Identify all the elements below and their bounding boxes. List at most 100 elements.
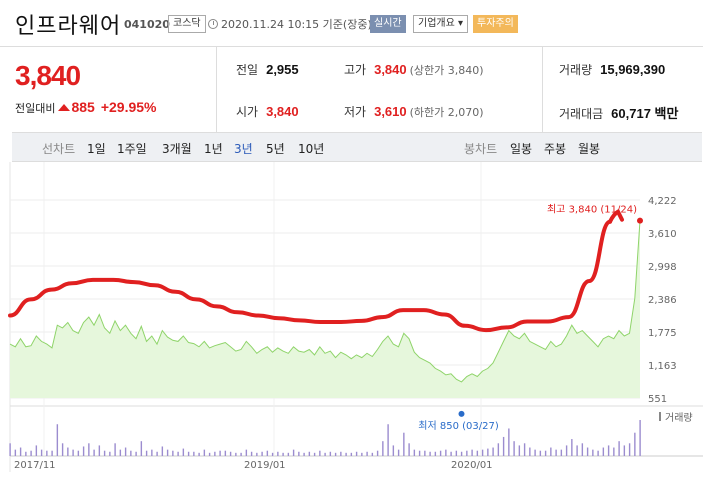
volume-bar — [639, 420, 641, 456]
volume-bar — [109, 451, 111, 456]
volume-bar — [72, 449, 74, 456]
tab-10y[interactable]: 10년 — [298, 142, 325, 156]
tab-monthly[interactable]: 월봉 — [578, 142, 601, 156]
volume-bar — [250, 451, 253, 456]
investment-warning-badge: 투자주의 — [473, 15, 518, 33]
y-tick-label: 4,222 — [648, 196, 677, 207]
y-tick-label: 2,998 — [648, 262, 677, 273]
volume-bar — [67, 447, 69, 456]
volume-bar — [445, 449, 447, 456]
volume-bar — [534, 449, 536, 456]
current-price: 3,840 — [15, 60, 81, 91]
chart-svg: 4,222 3,610 2,998 2,386 1,775 1,163 551 2017/11… — [8, 162, 703, 472]
low-label: 저가 — [344, 105, 367, 119]
tab-1d[interactable]: 1일 — [87, 142, 106, 156]
y-tick-label: 2,386 — [648, 295, 677, 306]
price-line — [9, 220, 641, 383]
volume-bar — [319, 450, 321, 456]
volume-bar — [502, 436, 505, 456]
timestamp: 2020.11.24 10:15 기준(장중) — [208, 16, 372, 32]
tab-daily[interactable]: 일봉 — [510, 142, 533, 156]
volume-bar — [140, 441, 143, 456]
x-tick-label: 2020/01 — [451, 460, 493, 471]
change-label: 전일대비 — [15, 102, 56, 115]
company-overview-button[interactable]: 기업개요 ▾ — [413, 15, 468, 33]
volume-bar — [492, 447, 494, 456]
volume-bar — [592, 449, 594, 456]
tab-5y[interactable]: 5년 — [266, 142, 285, 156]
volume-bar — [424, 450, 426, 456]
volume-bar — [387, 424, 389, 456]
tab-3m[interactable]: 3개월 — [162, 142, 192, 156]
volume-bar — [271, 452, 274, 456]
volume-bar — [187, 451, 190, 456]
trade-amount-value: 60,717 백만 — [611, 106, 679, 121]
trend-annotation-line — [8, 219, 612, 333]
tab-1y[interactable]: 1년 — [204, 142, 223, 156]
volume-bar — [135, 451, 137, 456]
volume-bar — [193, 451, 195, 456]
high-value: 3,840 — [374, 62, 407, 77]
price-box: 3,840 전일대비 885 +29.95% — [0, 47, 217, 133]
quote-panel: 3,840 전일대비 885 +29.95% 전일 2,955 고가 3,840 (상한가… — [0, 46, 703, 133]
change-line: 전일대비 885 +29.95% — [15, 99, 157, 116]
line-chart-label: 선차트 — [42, 142, 76, 156]
volume-bar — [345, 452, 347, 456]
volume-bar — [14, 449, 17, 456]
realtime-button[interactable]: 실시간 — [370, 15, 406, 33]
tab-weekly[interactable]: 주봉 — [544, 142, 567, 156]
stock-header: 인프라웨어 041020 코스닥 2020.11.24 10:15 기준(장중)… — [0, 0, 703, 46]
volume-bar — [544, 450, 547, 456]
volume-bar — [298, 451, 300, 456]
volume-bar — [224, 450, 227, 456]
volume-bar — [513, 441, 515, 456]
x-tick-label: 2017/11 — [14, 460, 56, 471]
volume-bar — [77, 450, 80, 456]
volume-bar — [287, 452, 290, 456]
volume-bar — [628, 443, 631, 456]
y-tick-label: 1,775 — [648, 328, 677, 339]
volume-bar — [35, 445, 38, 456]
volume-bar — [56, 424, 59, 456]
volume-bar — [555, 449, 557, 456]
volume-bar — [560, 449, 563, 456]
volume-bar — [40, 449, 43, 456]
volume-bar — [623, 445, 626, 456]
volume-bar — [371, 452, 374, 456]
lower-limit: (하한가 2,070) — [409, 106, 484, 119]
volume-bar — [182, 448, 185, 456]
volume-bar — [266, 450, 269, 456]
volume-bar — [539, 450, 542, 456]
volume-bar — [413, 449, 416, 456]
volume-bar — [466, 450, 468, 456]
y-tick-label: 3,610 — [648, 229, 677, 240]
tab-3y[interactable]: 3년 — [234, 142, 253, 156]
volume-bar — [124, 447, 127, 456]
divider — [542, 47, 543, 133]
prev-close-value: 2,955 — [266, 62, 299, 77]
volume-bar — [145, 450, 148, 456]
volume-bar — [214, 451, 216, 456]
volume-bar — [103, 450, 106, 456]
volume-bar — [303, 452, 305, 456]
volume-bar — [172, 450, 174, 456]
tab-1w[interactable]: 1주일 — [117, 142, 147, 156]
volume-bar — [523, 443, 526, 456]
volume-bar — [166, 449, 169, 456]
low-cell: 저가 3,610 (하한가 2,070) — [344, 103, 484, 120]
volume-bar — [497, 443, 500, 456]
volume-bar — [329, 451, 332, 456]
volume-bar — [439, 450, 442, 456]
volume-bar — [529, 447, 531, 456]
volume-bar — [634, 432, 636, 456]
timestamp-text: 2020.11.24 10:15 기준(장중) — [221, 18, 372, 31]
volume-bar — [51, 450, 53, 456]
volume-bar — [19, 447, 22, 456]
y-tick-label: 1,163 — [648, 361, 677, 372]
volume-bar — [313, 452, 316, 456]
volume-bar — [471, 449, 473, 456]
volume-bar — [418, 450, 421, 456]
volume-bar — [261, 451, 263, 456]
chart-tabs: 선차트 1일 1주일 3개월 1년 3년 5년 10년 봉차트 일봉 주봉 월봉 — [12, 132, 702, 162]
max-marker — [637, 217, 643, 224]
